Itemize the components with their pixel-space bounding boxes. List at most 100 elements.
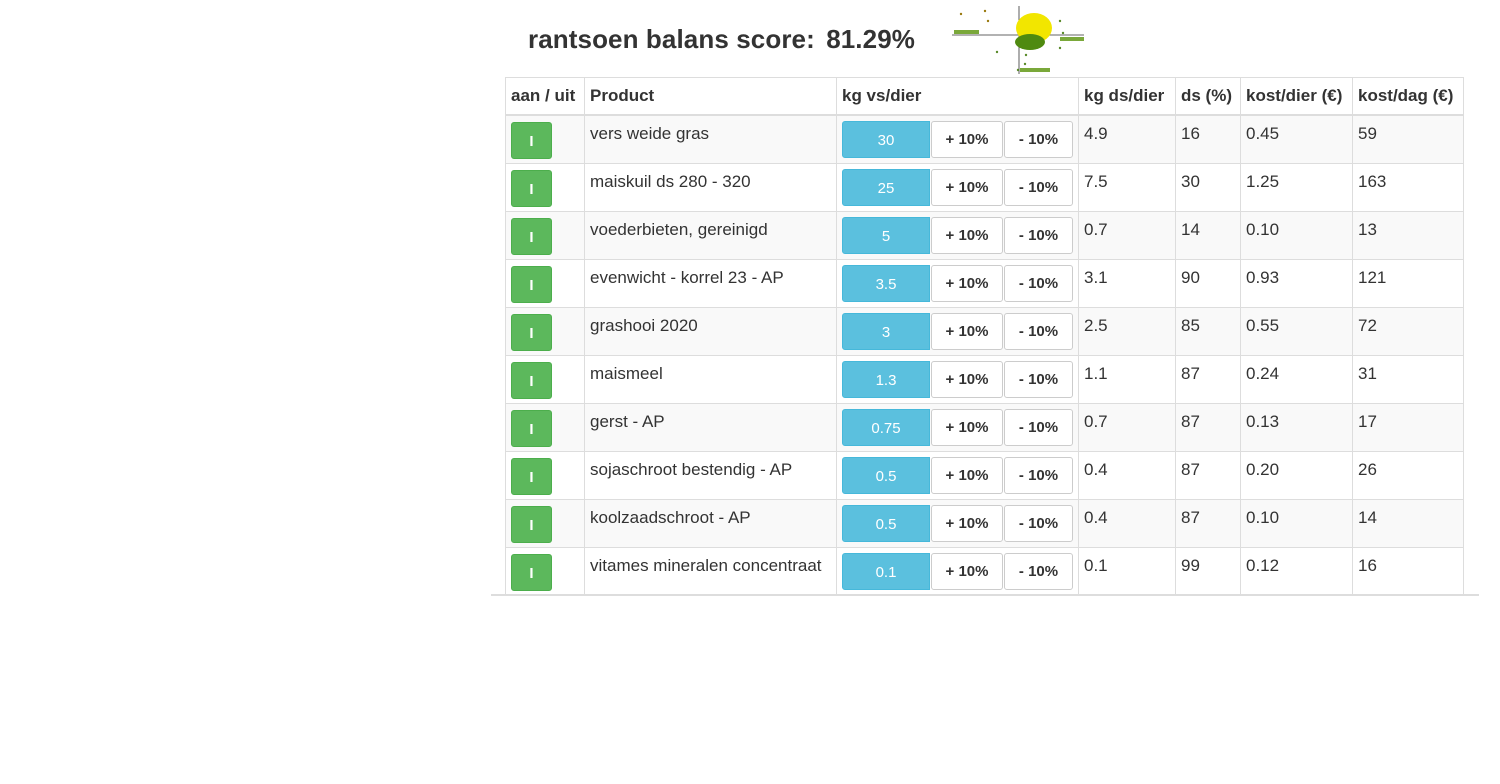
kg-vs-input[interactable]: 0.5 [842,504,930,542]
kg-vs-input[interactable]: 3 [842,312,930,350]
decrease-10-button[interactable]: - 10% [1004,456,1073,494]
increase-10-button[interactable]: + 10% [931,121,1003,158]
kg-vs-input[interactable]: 3.5 [842,264,930,302]
increase-10-button[interactable]: + 10% [931,456,1003,494]
kg-vs-cell: 0.5 + 10% - 10% [836,498,1079,548]
kg-vs-cell: 1.3 + 10% - 10% [836,354,1079,404]
kost-dag-cell: 16 [1352,546,1464,596]
decrease-10-button[interactable]: - 10% [1004,312,1073,350]
col-header-kg-vs: kg vs/dier [836,77,1079,116]
decrease-10-button[interactable]: - 10% [1004,552,1073,590]
kg-ds-cell: 0.7 [1078,402,1176,452]
product-cell: voederbieten, gereinigd [584,210,837,260]
kost-dier-cell: 1.25 [1240,162,1353,212]
increase-10-button[interactable]: + 10% [931,216,1003,254]
decrease-10-button[interactable]: - 10% [1004,360,1073,398]
increase-10-button[interactable]: + 10% [931,264,1003,302]
score-label: rantsoen balans score: [528,24,815,54]
increase-10-button[interactable]: + 10% [931,360,1003,398]
kost-dier-cell: 0.24 [1240,354,1353,404]
toggle-cell: I [505,498,585,548]
ds-pct-cell: 87 [1175,354,1241,404]
kost-dier-cell: 0.45 [1240,114,1353,164]
toggle-cell: I [505,354,585,404]
kg-vs-cell: 25 + 10% - 10% [836,162,1079,212]
kg-vs-controls: 0.1 + 10% - 10% [842,552,1073,590]
kg-vs-input[interactable]: 30 [842,121,930,158]
kg-ds-cell: 0.4 [1078,498,1176,548]
ds-pct-cell: 87 [1175,402,1241,452]
kg-vs-controls: 25 + 10% - 10% [842,168,1073,206]
kg-vs-cell: 30 + 10% - 10% [836,114,1079,164]
decrease-10-button[interactable]: - 10% [1004,216,1073,254]
table-header-row: aan / uit Product kg vs/dier kg ds/dier … [505,77,1464,116]
decrease-10-button[interactable]: - 10% [1004,121,1073,158]
kg-vs-input[interactable]: 0.1 [842,552,930,590]
kost-dier-cell: 0.12 [1240,546,1353,596]
toggle-button[interactable]: I [511,265,552,303]
kost-dag-cell: 59 [1352,114,1464,164]
toggle-button[interactable]: I [511,122,552,159]
col-header-toggle: aan / uit [505,77,585,116]
kost-dier-cell: 0.10 [1240,210,1353,260]
kost-dier-cell: 0.55 [1240,306,1353,356]
col-header-kg-ds: kg ds/dier [1078,77,1176,116]
decrease-10-button[interactable]: - 10% [1004,168,1073,206]
toggle-button[interactable]: I [511,217,552,255]
toggle-cell: I [505,402,585,452]
increase-10-button[interactable]: + 10% [931,408,1003,446]
ration-table: aan / uit Product kg vs/dier kg ds/dier … [505,77,1464,596]
kg-vs-input[interactable]: 0.75 [842,408,930,446]
ds-pct-cell: 87 [1175,498,1241,548]
ds-pct-cell: 90 [1175,258,1241,308]
kg-vs-input[interactable]: 5 [842,216,930,254]
toggle-cell: I [505,258,585,308]
ds-pct-cell: 16 [1175,114,1241,164]
kg-vs-cell: 5 + 10% - 10% [836,210,1079,260]
kg-vs-input[interactable]: 25 [842,168,930,206]
toggle-button[interactable]: I [511,169,552,207]
kg-vs-controls: 5 + 10% - 10% [842,216,1073,254]
kost-dag-cell: 163 [1352,162,1464,212]
kg-ds-cell: 2.5 [1078,306,1176,356]
ds-pct-cell: 85 [1175,306,1241,356]
toggle-button[interactable]: I [511,361,552,399]
kg-vs-controls: 3.5 + 10% - 10% [842,264,1073,302]
increase-10-button[interactable]: + 10% [931,504,1003,542]
ds-pct-cell: 14 [1175,210,1241,260]
ds-pct-cell: 99 [1175,546,1241,596]
toggle-button[interactable]: I [511,553,552,591]
kost-dag-cell: 17 [1352,402,1464,452]
product-cell: evenwicht - korrel 23 - AP [584,258,837,308]
decrease-10-button[interactable]: - 10% [1004,264,1073,302]
toggle-button[interactable]: I [511,313,552,351]
toggle-button[interactable]: I [511,457,552,495]
increase-10-button[interactable]: + 10% [931,168,1003,206]
kost-dier-cell: 0.93 [1240,258,1353,308]
increase-10-button[interactable]: + 10% [931,312,1003,350]
kg-ds-cell: 0.1 [1078,546,1176,596]
decrease-10-button[interactable]: - 10% [1004,504,1073,542]
kg-vs-input[interactable]: 0.5 [842,456,930,494]
col-header-ds-pct: ds (%) [1175,77,1241,116]
kost-dier-cell: 0.20 [1240,450,1353,500]
kg-vs-controls: 3 + 10% - 10% [842,312,1073,350]
product-cell: sojaschroot bestendig - AP [584,450,837,500]
kg-vs-input[interactable]: 1.3 [842,360,930,398]
kost-dag-cell: 31 [1352,354,1464,404]
increase-10-button[interactable]: + 10% [931,552,1003,590]
product-cell: vitames mineralen concentraat [584,546,837,596]
kg-vs-controls: 1.3 + 10% - 10% [842,360,1073,398]
toggle-button[interactable]: I [511,409,552,447]
toggle-button[interactable]: I [511,505,552,543]
kg-ds-cell: 7.5 [1078,162,1176,212]
decrease-10-button[interactable]: - 10% [1004,408,1073,446]
